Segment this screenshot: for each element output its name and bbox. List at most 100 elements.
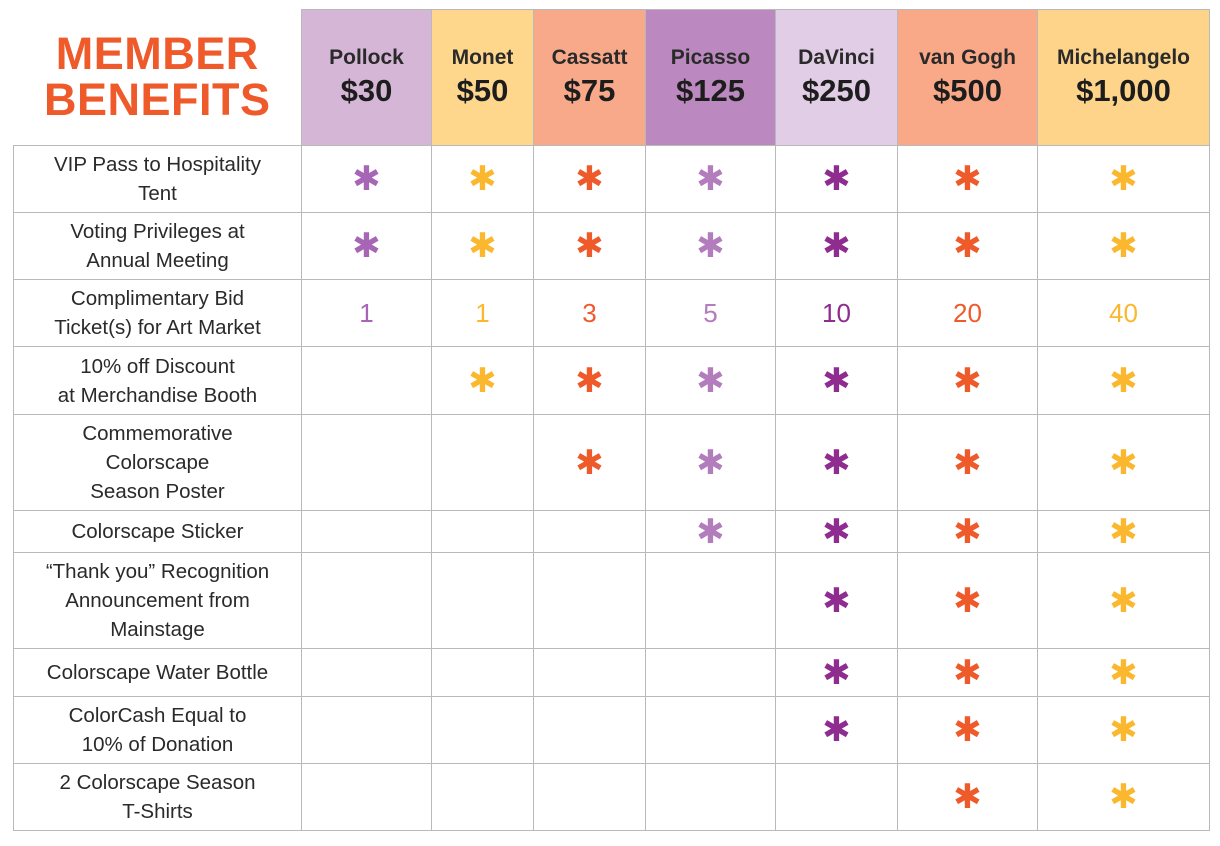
title-line-2: BENEFITS [43, 74, 271, 126]
tier-header-pollock: Pollock $30 [301, 9, 432, 146]
tier-header-picasso: Picasso $125 [645, 9, 776, 146]
ticket-count: 1 [475, 298, 490, 328]
asterisk-icon: ✱ [953, 159, 982, 199]
benefit-cell [431, 763, 534, 831]
benefit-cell: ✱ [301, 145, 432, 213]
asterisk-icon: ✱ [953, 777, 982, 817]
benefit-label: 2 Colorscape Season T-Shirts [13, 763, 302, 831]
benefit-cell: ✱ [897, 145, 1038, 213]
benefit-label-line: 10% off Discount [80, 354, 235, 378]
benefit-cell: ✱ [897, 648, 1038, 697]
tier-name: Cassatt [551, 45, 628, 69]
asterisk-icon: ✱ [1109, 442, 1138, 483]
ticket-count: 5 [703, 298, 718, 328]
benefit-cell [301, 648, 432, 697]
benefit-cell: ✱ [1037, 696, 1210, 764]
benefit-label-line: at Merchandise Booth [57, 383, 258, 407]
benefit-cell [533, 510, 646, 553]
asterisk-icon: ✱ [822, 442, 851, 483]
benefit-cell [533, 696, 646, 764]
benefit-cell: ✱ [645, 145, 776, 213]
asterisk-icon: ✱ [352, 159, 381, 199]
asterisk-icon: ✱ [822, 360, 851, 401]
benefit-cell [533, 648, 646, 697]
asterisk-icon: ✱ [822, 652, 851, 693]
benefit-cell: ✱ [533, 145, 646, 213]
benefit-label-line: Season Poster [90, 480, 225, 503]
tier-name: van Gogh [919, 45, 1016, 69]
benefit-label-line: Annual Meeting [86, 249, 229, 272]
ticket-count: 20 [953, 298, 982, 328]
benefit-label-line: Tent [138, 182, 177, 205]
tier-price: $500 [933, 72, 1002, 108]
benefit-cell: ✱ [775, 648, 898, 697]
tier-header-michelangelo: Michelangelo $1,000 [1037, 9, 1210, 146]
benefit-cell: ✱ [645, 414, 776, 511]
benefit-cell: ✱ [897, 552, 1038, 649]
asterisk-icon: ✱ [953, 580, 982, 621]
benefit-cell [431, 552, 534, 649]
benefit-label-line: ColorCash Equal to [68, 704, 247, 727]
benefit-cell [645, 552, 776, 649]
asterisk-icon: ✱ [953, 360, 982, 401]
benefit-cell: ✱ [1037, 346, 1210, 415]
benefit-label: Complimentary Bid Ticket(s) for Art Marke… [13, 279, 302, 347]
asterisk-icon: ✱ [953, 652, 982, 693]
benefit-cell [301, 510, 432, 553]
benefit-cell [431, 414, 534, 511]
benefit-cell: ✱ [1037, 648, 1210, 697]
asterisk-icon: ✱ [696, 442, 725, 483]
ticket-count: 3 [582, 298, 597, 328]
asterisk-icon: ✱ [953, 710, 982, 750]
asterisk-icon: ✱ [575, 442, 604, 483]
benefit-cell [301, 414, 432, 511]
asterisk-icon: ✱ [575, 226, 604, 266]
benefit-row: “Thank you” Recognition Announcement from… [13, 552, 1210, 649]
benefit-cell [431, 648, 534, 697]
asterisk-icon: ✱ [696, 226, 725, 266]
benefit-label-line: Ticket(s) for Art Market [54, 316, 261, 339]
tier-name: Pollock [329, 45, 404, 69]
benefit-cell: 3 [533, 279, 646, 347]
benefit-cell [301, 552, 432, 649]
tier-price: $1,000 [1076, 72, 1171, 108]
benefit-row: Commemorative Colorscape Season Poster ✱ ✱ ✱ ✱… [13, 414, 1210, 511]
benefit-cell: ✱ [533, 414, 646, 511]
benefit-label-line: Voting Privileges at [70, 220, 245, 243]
benefit-cell [645, 648, 776, 697]
benefit-cell: ✱ [431, 346, 534, 415]
asterisk-icon: ✱ [822, 580, 851, 621]
benefit-cell: ✱ [1037, 414, 1210, 511]
benefit-label-line: Announcement from [65, 589, 250, 612]
benefit-cell [301, 696, 432, 764]
benefit-cell: ✱ [1037, 510, 1210, 553]
benefit-cell [301, 763, 432, 831]
benefit-cell: ✱ [775, 552, 898, 649]
asterisk-icon: ✱ [1109, 652, 1138, 693]
tier-header-monet: Monet $50 [431, 9, 534, 146]
benefit-label-line: “Thank you” Recognition [45, 560, 270, 583]
benefit-label-line: 2 Colorscape Season [59, 771, 256, 794]
benefit-cell: ✱ [897, 212, 1038, 280]
header-row: MEMBER BENEFITS Pollock $30 Monet $50 Cassat… [13, 9, 1210, 146]
benefit-label-line: Colorscape Water Bottle [46, 661, 269, 684]
benefit-cell: 1 [431, 279, 534, 347]
benefit-cell: ✱ [645, 346, 776, 415]
benefit-label: Commemorative Colorscape Season Poster [13, 414, 302, 511]
benefit-cell [645, 763, 776, 831]
benefit-label: 10% off Discount at Merchandise Booth [13, 346, 302, 415]
asterisk-icon: ✱ [1109, 710, 1138, 750]
benefit-cell [431, 696, 534, 764]
benefit-row: ColorCash Equal to 10% of Donation ✱ ✱ ✱ [13, 696, 1210, 764]
tier-price: $250 [802, 72, 871, 108]
asterisk-icon: ✱ [468, 360, 497, 401]
benefit-cell: ✱ [897, 414, 1038, 511]
benefit-cell: ✱ [1037, 212, 1210, 280]
asterisk-icon: ✱ [575, 159, 604, 199]
asterisk-icon: ✱ [953, 442, 982, 483]
title-line-1: MEMBER [55, 28, 259, 80]
ticket-count: 1 [359, 298, 374, 328]
benefit-cell: ✱ [897, 763, 1038, 831]
tier-name: DaVinci [798, 45, 875, 69]
asterisk-icon: ✱ [468, 159, 497, 199]
